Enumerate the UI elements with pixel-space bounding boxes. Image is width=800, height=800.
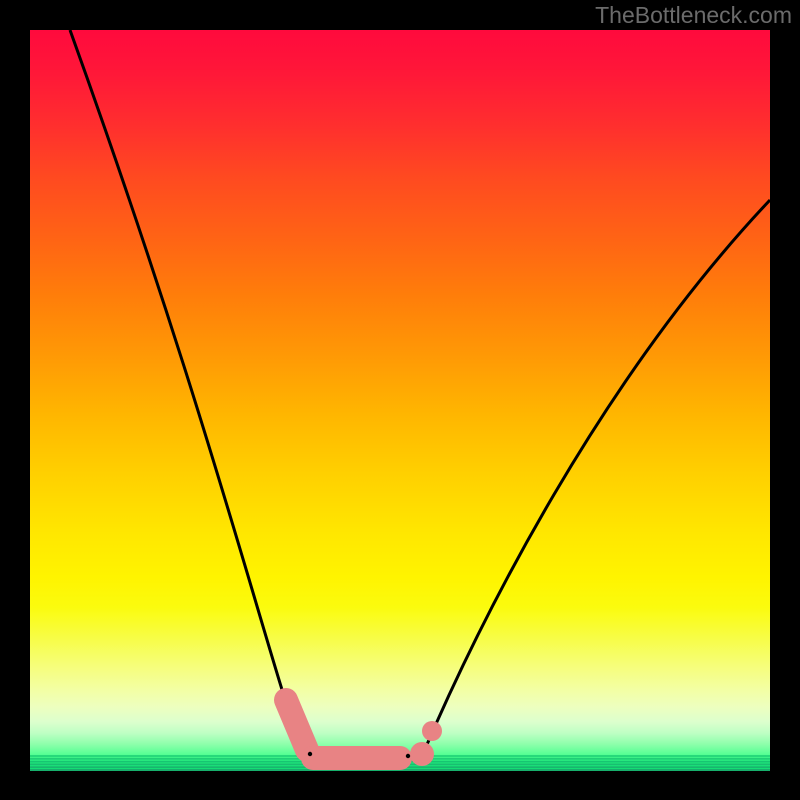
plot-area	[30, 30, 770, 770]
chart-frame: TheBottleneck.com	[0, 0, 800, 800]
watermark-text: TheBottleneck.com	[595, 2, 792, 29]
chart-svg	[0, 0, 800, 800]
